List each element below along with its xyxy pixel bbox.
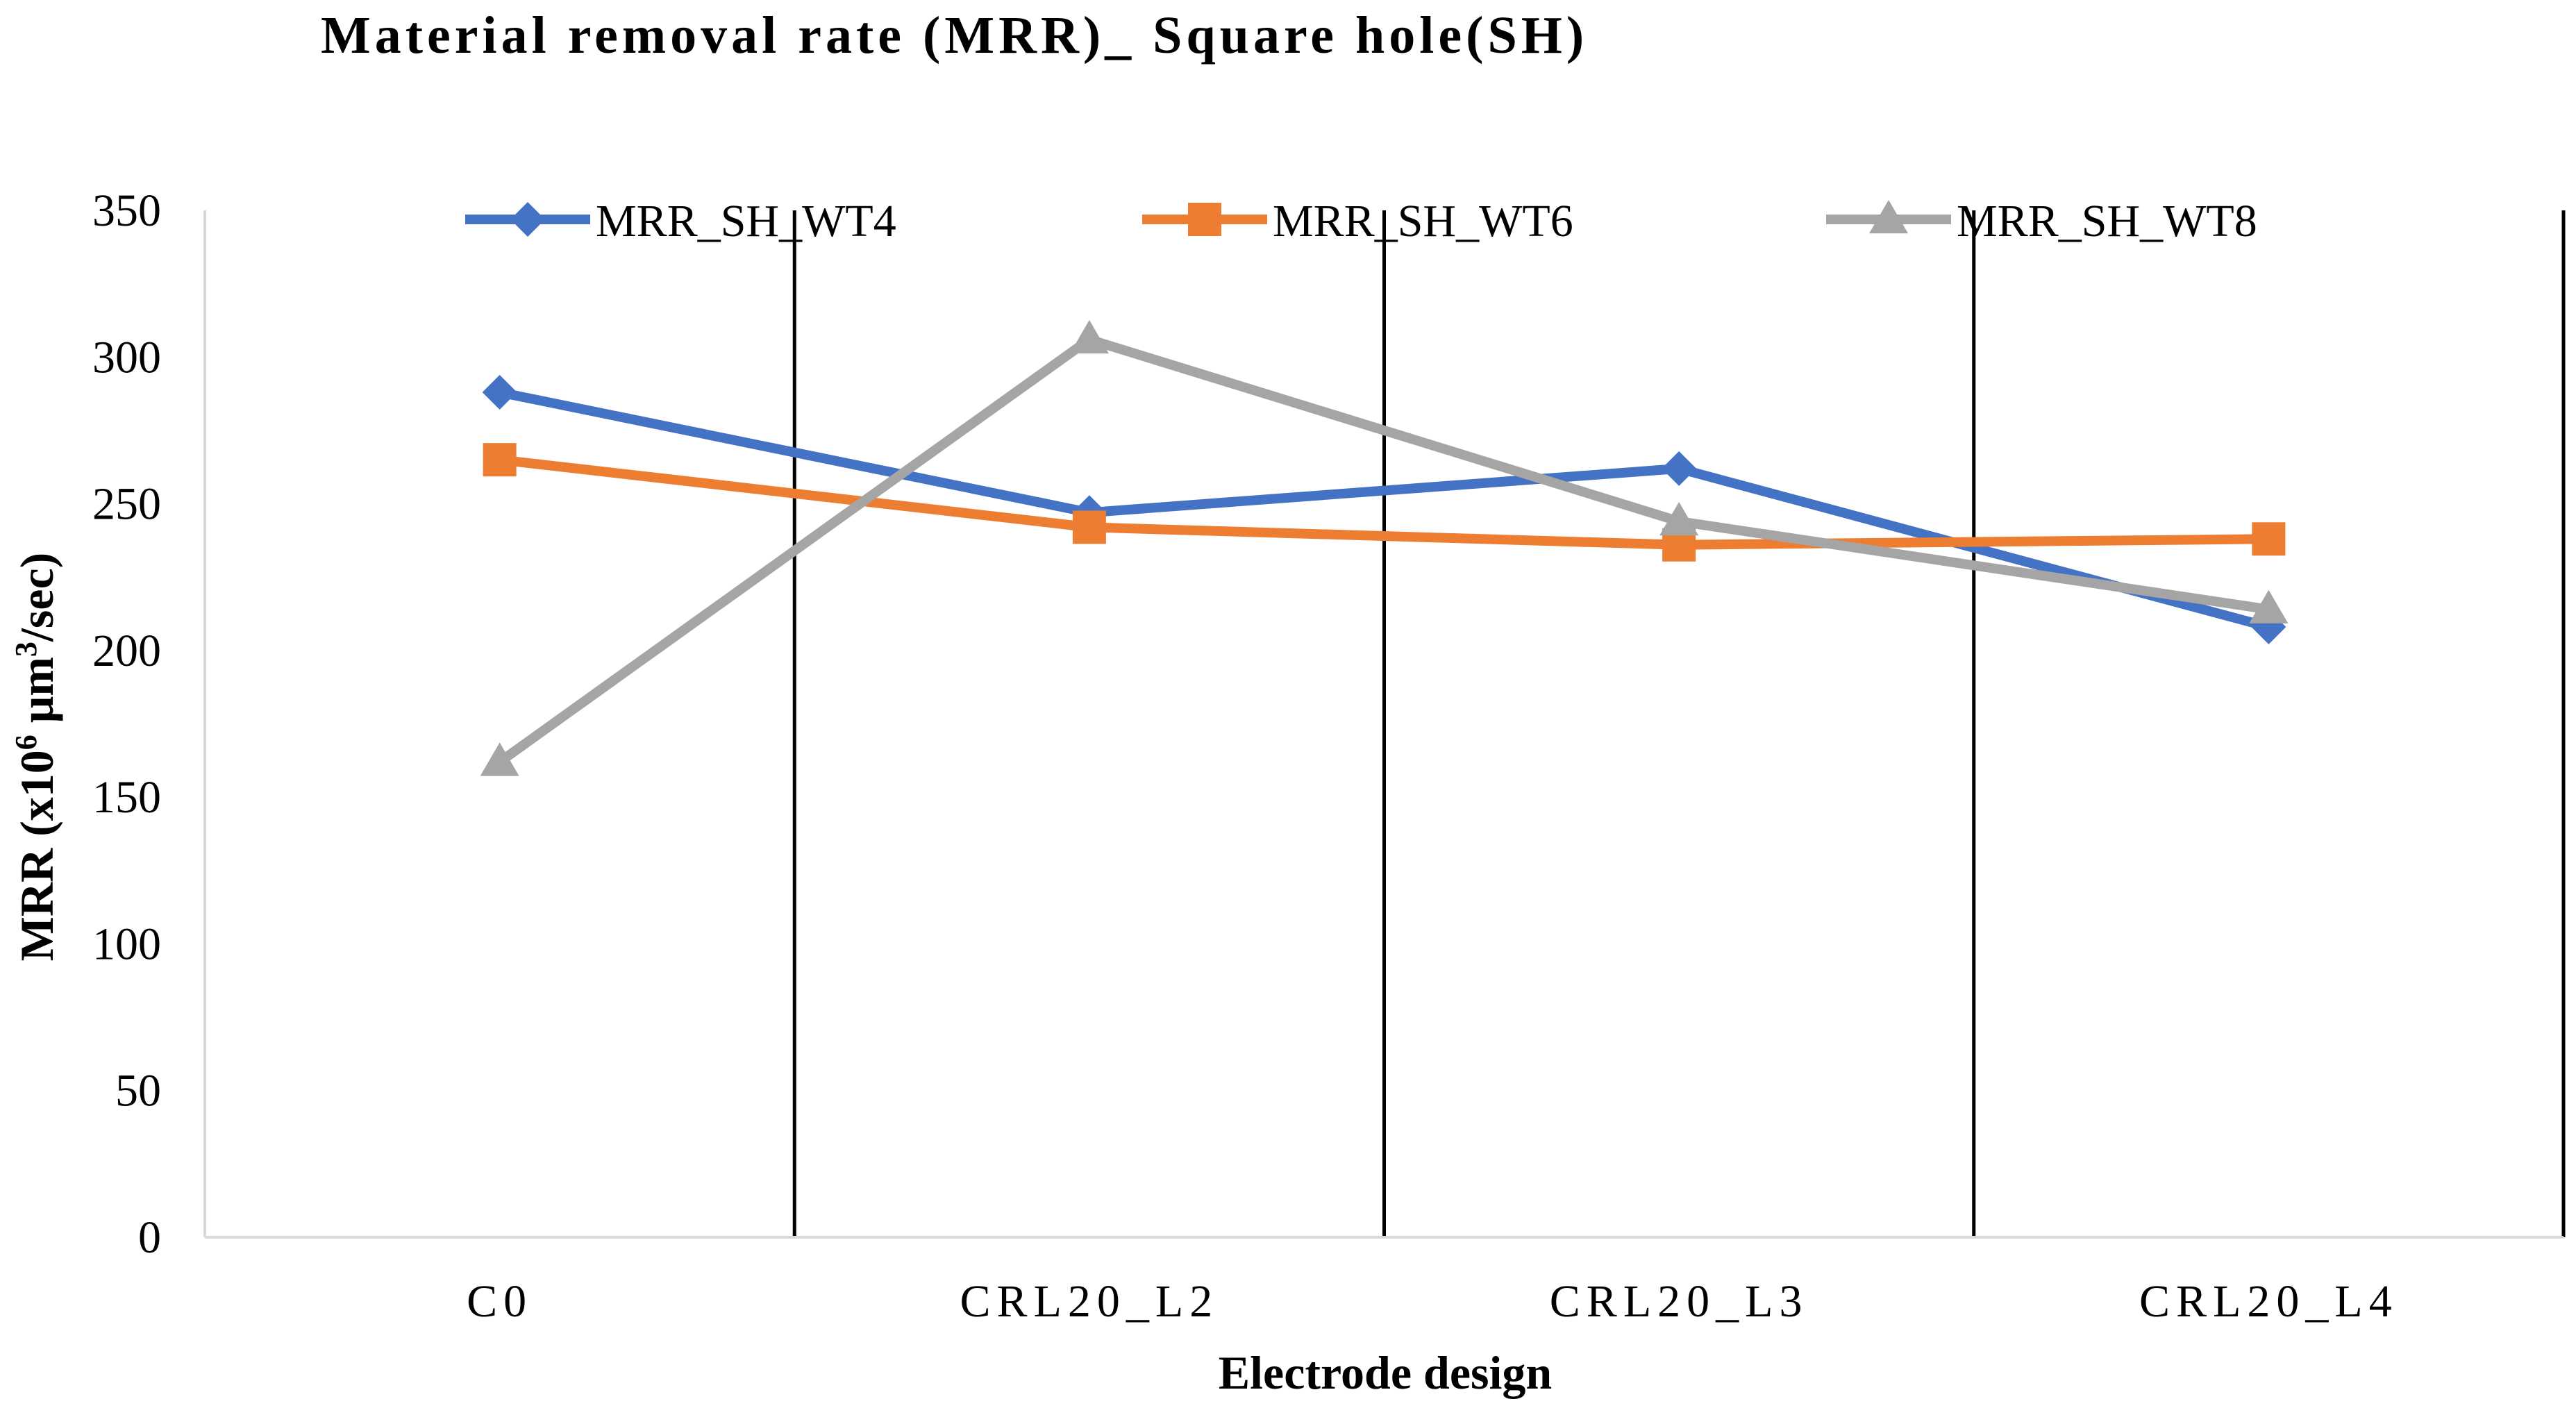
series-mrr-sh-wt8 — [480, 319, 2289, 776]
data-point-mrr-sh-wt8-crl20-l3 — [1659, 501, 1699, 536]
legend-label-mrr-sh-wt4: MRR_SH_WT4 — [596, 196, 896, 246]
y-axis-title-sup2: 3 — [9, 642, 43, 657]
y-tick-label-350: 350 — [92, 185, 161, 236]
y-tick-label-300: 300 — [92, 332, 161, 383]
data-point-mrr-sh-wt6-crl20-l2 — [1072, 510, 1106, 544]
legend-marker-mrr-sh-wt4 — [510, 202, 545, 237]
axes — [203, 210, 2564, 1239]
y-tick-label-100: 100 — [92, 919, 161, 969]
category-divider-lines — [792, 210, 2566, 1237]
legend-marker-mrr-sh-wt8 — [1869, 200, 1908, 234]
y-axis-title-sup1: 6 — [9, 735, 43, 750]
x-tick-label-crl20-l3: CRL20_L3 — [1550, 1276, 1809, 1327]
legend-item-mrr-sh-wt6: MRR_SH_WT6 — [1142, 196, 1573, 246]
legend-item-mrr-sh-wt8: MRR_SH_WT8 — [1826, 196, 2257, 246]
x-tick-label-crl20-l2: CRL20_L2 — [960, 1276, 1219, 1327]
data-point-mrr-sh-wt8-crl20-l4 — [2249, 589, 2289, 623]
y-axis-title-mid: μm — [10, 657, 63, 735]
legend-label-mrr-sh-wt8: MRR_SH_WT8 — [1957, 196, 2257, 246]
y-axis-title-end: /sec) — [10, 553, 63, 642]
legend-item-mrr-sh-wt4: MRR_SH_WT4 — [465, 196, 896, 246]
series-line-mrr-sh-wt4 — [494, 387, 2274, 633]
y-axis-title: MRR (x106 μm3/sec) — [9, 553, 64, 962]
data-point-mrr-sh-wt6-c0 — [483, 443, 517, 477]
y-tick-label-200: 200 — [92, 626, 161, 676]
x-axis-title: Electrode design — [1219, 1346, 1552, 1399]
data-point-mrr-sh-wt6-crl20-l4 — [2252, 522, 2286, 556]
y-axis-title-main: MRR (x10 — [10, 750, 63, 961]
chart-title: Material removal rate (MRR)_ Square hole… — [321, 6, 1588, 65]
y-tick-label-0: 0 — [138, 1212, 161, 1263]
x-tick-label-crl20-l4: CRL20_L4 — [2139, 1276, 2398, 1327]
legend: MRR_SH_WT4 MRR_SH_WT6 MRR_SH_WT8 — [465, 196, 2257, 246]
x-axis-category-labels: C0 CRL20_L2 CRL20_L3 CRL20_L4 — [467, 1276, 2398, 1327]
legend-label-mrr-sh-wt6: MRR_SH_WT6 — [1273, 196, 1573, 246]
y-tick-label-50: 50 — [115, 1066, 161, 1116]
data-point-mrr-sh-wt4-crl20-l3 — [1662, 451, 1697, 486]
y-tick-label-250: 250 — [92, 479, 161, 530]
x-tick-label-c0: C0 — [467, 1276, 533, 1327]
data-point-mrr-sh-wt8-crl20-l2 — [1069, 319, 1109, 354]
data-point-mrr-sh-wt8-c0 — [480, 742, 519, 776]
y-axis-tick-labels: 0 50 100 150 200 250 300 350 — [92, 185, 161, 1263]
data-series — [480, 319, 2289, 776]
legend-marker-mrr-sh-wt6 — [1188, 203, 1221, 236]
data-point-mrr-sh-wt4-c0 — [482, 374, 517, 410]
series-line-mrr-sh-wt6 — [494, 455, 2274, 550]
series-line-mrr-sh-wt8 — [494, 334, 2274, 767]
y-tick-label-150: 150 — [92, 772, 161, 823]
